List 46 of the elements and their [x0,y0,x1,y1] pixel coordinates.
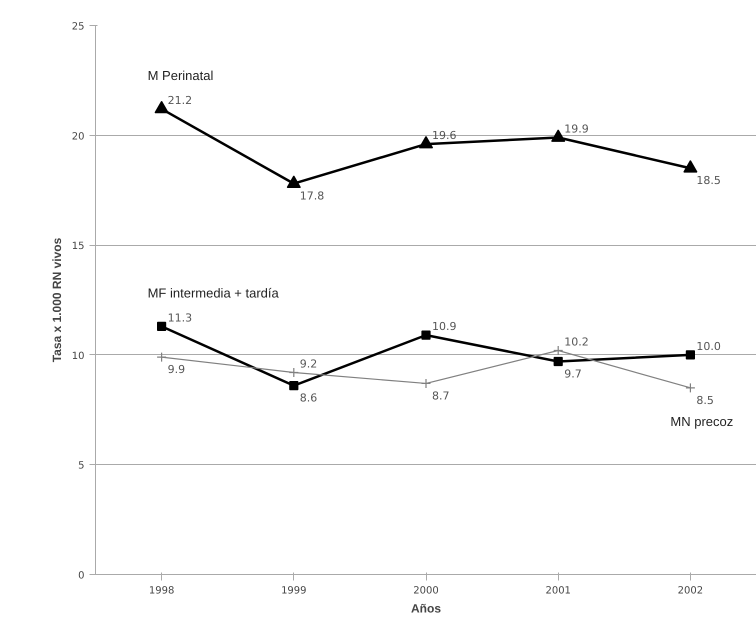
point [157,322,166,331]
point [288,367,299,378]
data-label: 8.7 [432,389,450,402]
x-tick-label: 1998 [148,586,174,596]
y-axis-title: Tasa x 1.000 RN vivos [50,237,64,362]
point [554,356,563,366]
y-tick-label: 0 [78,570,85,582]
point [685,382,696,393]
data-label: 9.9 [168,363,186,376]
data-label: 9.7 [564,367,582,380]
data-label: 8.5 [696,394,714,407]
point [289,381,298,390]
y-tick-label: 20 [72,131,85,142]
x-axis-title: Años [411,602,442,616]
x-tick-label: 2001 [545,586,571,596]
data-label: 10.9 [432,320,456,334]
y-tick-label: 25 [72,22,85,32]
data-label: 8.6 [300,392,318,405]
point [551,129,566,142]
point [154,100,169,114]
data-label: 17.8 [300,190,324,203]
y-tick-label: 5 [78,460,85,472]
y-tick-label: 10 [72,350,85,362]
point [156,352,167,362]
data-label: 21.2 [168,94,192,107]
data-label: 18.5 [696,174,721,188]
series-label: M Perinatal [148,68,214,83]
data-label: 19.6 [432,129,456,142]
data-label: 10.0 [696,340,721,353]
point [421,330,431,340]
text: MN precoz [670,414,734,429]
data-label: 10.2 [564,336,589,349]
data-label: 9.2 [300,357,318,370]
point [686,350,695,360]
point [420,378,432,389]
data-label: 19.9 [564,122,589,136]
x-tick-label: 2000 [413,586,439,596]
series-label: MF intermedia + tardía [148,285,280,300]
x-tick-label: 1999 [281,586,307,596]
y-tick-label: 15 [72,241,85,252]
x-tick-label: 2002 [678,586,704,596]
point [418,136,434,148]
point [553,345,564,356]
point [683,160,698,173]
data-label: 11.3 [168,311,192,324]
point [286,176,301,188]
